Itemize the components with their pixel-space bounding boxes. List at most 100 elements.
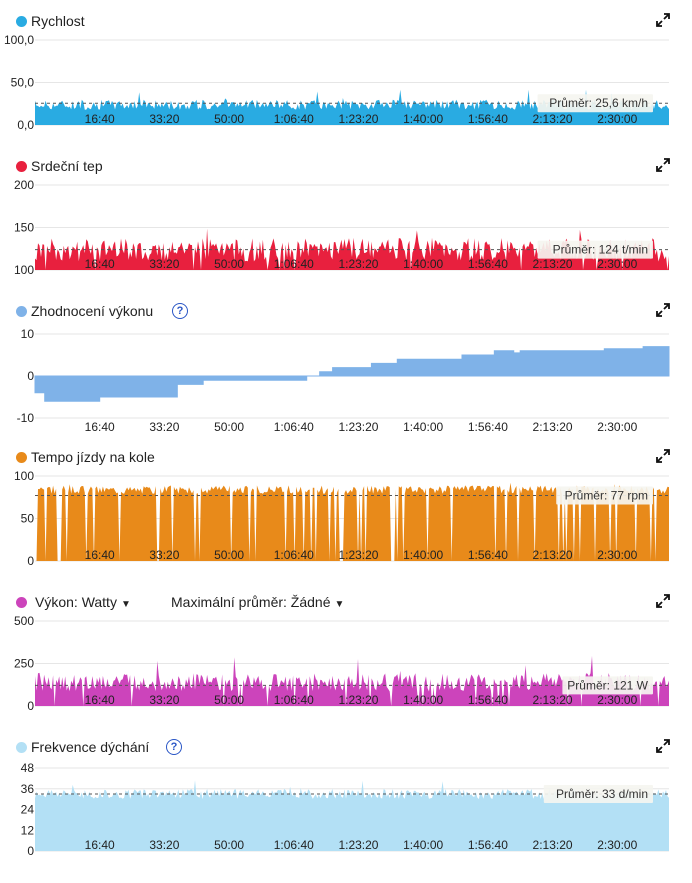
y-tick-label: 0 xyxy=(27,369,34,383)
x-tick-label: 33:20 xyxy=(149,548,179,562)
performance-chart: 10 0 -10 16:40 33:20 50:00 1:06:40 1:23:20 1:40:… xyxy=(17,327,670,434)
x-tick-label: 2:13:20 xyxy=(533,548,573,562)
y-tick-label: 0 xyxy=(27,844,34,858)
series-area xyxy=(35,228,669,270)
chevron-down-icon: ▼ xyxy=(334,599,345,610)
x-tick-label: 16:40 xyxy=(85,257,115,271)
panel-header: Výkon: Watty ▼ Maximální průměr: Žádné ▼ xyxy=(0,591,692,613)
help-icon[interactable]: ? xyxy=(166,739,182,755)
expand-icon[interactable] xyxy=(656,739,670,753)
y-tick-label: 0 xyxy=(27,699,34,713)
panel-title: Rychlost xyxy=(31,13,85,29)
x-tick-label: 1:06:40 xyxy=(274,548,314,562)
x-tick-label: 2:30:00 xyxy=(597,257,637,271)
x-tick-label: 50:00 xyxy=(214,838,244,852)
y-tick-label: 50,0 xyxy=(11,76,35,90)
x-tick-label: 50:00 xyxy=(214,420,244,434)
cadence-chart: Průměr: 77 rpm 100 50 0 16:40 33:20 50:00 1:06:… xyxy=(14,469,669,568)
panel-title: Frekvence dýchání xyxy=(31,739,150,755)
average-label-bg xyxy=(537,94,653,113)
x-tick-label: 1:23:20 xyxy=(338,693,378,707)
x-tick-label: 1:40:00 xyxy=(403,838,443,852)
x-tick-label: 16:40 xyxy=(85,548,115,562)
x-tick-label: 16:40 xyxy=(85,838,115,852)
x-tick-label: 2:13:20 xyxy=(533,693,573,707)
metric-dropdown[interactable]: Výkon: Watty ▼ xyxy=(35,594,131,610)
x-tick-label: 1:56:40 xyxy=(468,112,508,126)
y-tick-label: 12 xyxy=(21,823,35,837)
heart-rate-chart: Průměr: 124 t/min 200 150 100 16:40 33:20 50:0… xyxy=(14,178,669,277)
panel-header: Frekvence dýchání ? xyxy=(0,736,692,758)
panel-header: Srdeční tep xyxy=(0,155,692,177)
average-label-bg xyxy=(556,486,653,505)
x-tick-label: 33:20 xyxy=(149,838,179,852)
panel-header: Zhodnocení výkonu ? xyxy=(0,300,692,322)
expand-icon[interactable] xyxy=(656,13,670,27)
x-tick-label: 1:56:40 xyxy=(468,257,508,271)
panel-performance-condition: Zhodnocení výkonu ? 10 0 -10 16:40 33:20 50:0… xyxy=(0,300,692,434)
y-tick-label: 0 xyxy=(27,554,34,568)
panel-header: Rychlost xyxy=(0,10,692,32)
average-label: Průměr: 121 W xyxy=(567,678,648,692)
max-average-dropdown[interactable]: Maximální průměr: Žádné ▼ xyxy=(171,594,344,610)
x-tick-label: 2:30:00 xyxy=(597,420,637,434)
series-area xyxy=(35,89,669,125)
expand-icon[interactable] xyxy=(656,449,670,463)
expand-icon[interactable] xyxy=(656,303,670,317)
x-tick-label: 2:13:20 xyxy=(533,257,573,271)
series-area xyxy=(34,346,670,402)
x-tick-label: 1:56:40 xyxy=(468,420,508,434)
help-icon[interactable]: ? xyxy=(172,303,188,319)
series-dot xyxy=(16,306,27,317)
x-tick-label: 1:23:20 xyxy=(338,838,378,852)
y-tick-label: 10 xyxy=(21,327,35,341)
x-tick-label: 50:00 xyxy=(214,548,244,562)
x-tick-label: 50:00 xyxy=(214,693,244,707)
panel-speed: Rychlost Průměr: 25,6 km/h 100,0 50,0 0,0 16… xyxy=(0,10,692,140)
expand-icon[interactable] xyxy=(656,158,670,172)
x-tick-label: 1:06:40 xyxy=(274,257,314,271)
average-label-bg xyxy=(543,784,653,803)
x-tick-label: 2:13:20 xyxy=(533,838,573,852)
y-tick-label: 48 xyxy=(21,761,35,775)
x-tick-label: 16:40 xyxy=(85,420,115,434)
x-tick-label: 33:20 xyxy=(149,693,179,707)
y-tick-label: 0,0 xyxy=(17,118,34,132)
x-tick-label: 1:06:40 xyxy=(274,838,314,852)
y-tick-label: 150 xyxy=(14,221,34,235)
x-tick-label: 1:56:40 xyxy=(468,693,508,707)
x-tick-label: 1:06:40 xyxy=(274,112,314,126)
x-tick-label: 2:13:20 xyxy=(533,112,573,126)
x-tick-label: 16:40 xyxy=(85,693,115,707)
average-label: Průměr: 77 rpm xyxy=(565,489,648,503)
metric-dropdown-label: Výkon: Watty xyxy=(35,594,117,610)
y-tick-label: 36 xyxy=(21,782,35,796)
x-tick-label: 1:06:40 xyxy=(274,420,314,434)
x-tick-label: 2:30:00 xyxy=(597,838,637,852)
y-tick-label: 24 xyxy=(21,803,35,817)
x-tick-label: 1:56:40 xyxy=(468,838,508,852)
power-chart: Průměr: 121 W 500 250 0 16:40 33:20 50:00 1:06:… xyxy=(14,614,669,713)
series-dot xyxy=(16,742,27,753)
series-dot xyxy=(16,161,27,172)
x-tick-label: 2:30:00 xyxy=(597,693,637,707)
x-tick-label: 1:56:40 xyxy=(468,548,508,562)
x-tick-label: 33:20 xyxy=(149,257,179,271)
x-tick-label: 2:13:20 xyxy=(533,420,573,434)
x-tick-label: 1:40:00 xyxy=(403,693,443,707)
average-label-bg xyxy=(537,240,653,259)
x-tick-label: 16:40 xyxy=(85,112,115,126)
x-tick-label: 2:30:00 xyxy=(597,112,637,126)
x-tick-label: 50:00 xyxy=(214,112,244,126)
x-tick-label: 1:40:00 xyxy=(403,112,443,126)
panel-respiration: Frekvence dýchání ? Průměr: 33 d/min 48 36… xyxy=(0,736,692,866)
expand-icon[interactable] xyxy=(656,594,670,608)
x-tick-label: 50:00 xyxy=(214,257,244,271)
panel-title: Tempo jízdy na kole xyxy=(31,449,155,465)
average-label-bg xyxy=(562,676,653,695)
y-tick-label: 250 xyxy=(14,657,34,671)
panel-title: Zhodnocení výkonu xyxy=(31,303,154,319)
y-tick-label: 100 xyxy=(14,263,34,277)
y-tick-label: 100,0 xyxy=(4,33,34,47)
max-average-dropdown-label: Maximální průměr: Žádné xyxy=(171,594,331,610)
